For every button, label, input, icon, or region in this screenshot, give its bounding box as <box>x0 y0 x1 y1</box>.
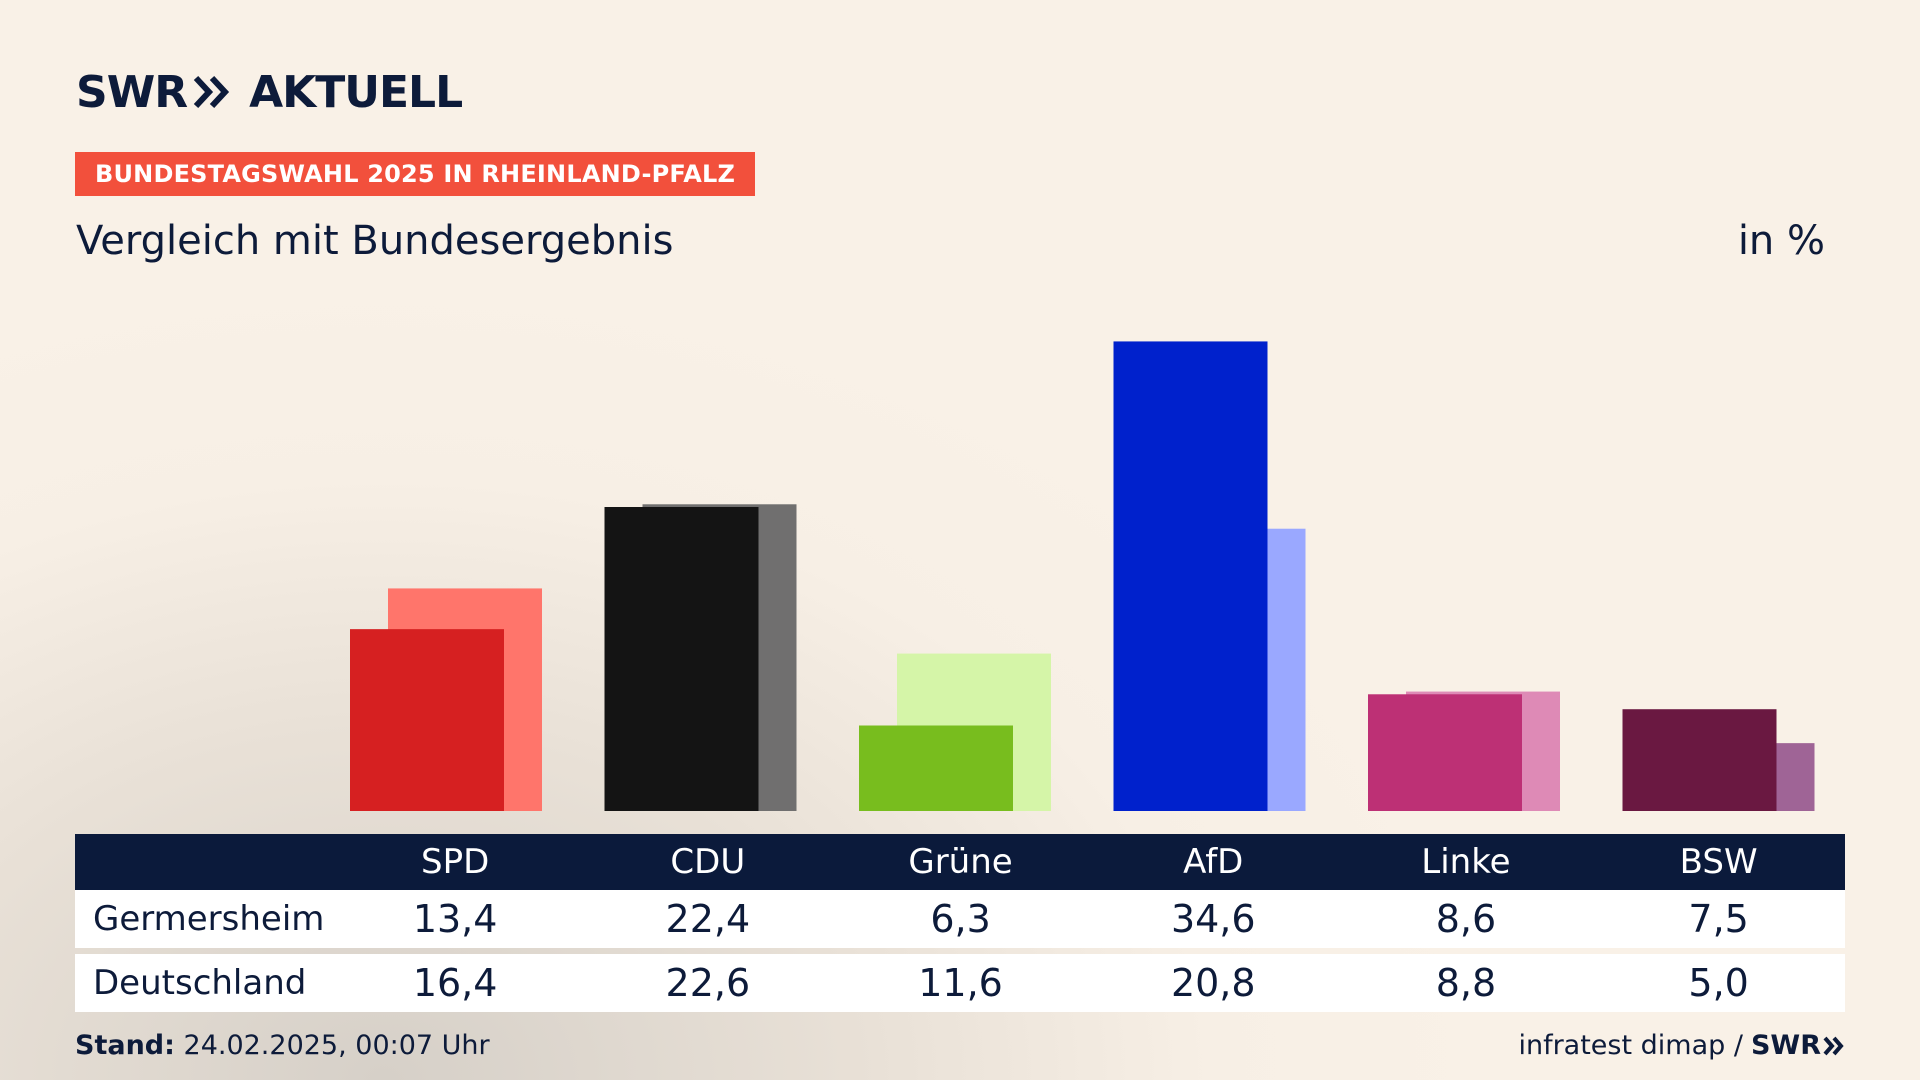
value-cell: 16,4 <box>412 961 498 1005</box>
bar-germersheim-grune <box>859 725 1013 811</box>
swr-small-logo: SWR <box>1751 1030 1845 1061</box>
unit-label: in % <box>1737 218 1825 264</box>
party-header-spd: SPD <box>421 842 490 882</box>
party-header-bsw: BSW <box>1679 842 1758 882</box>
row-label-deutschland: Deutschland <box>93 963 307 1003</box>
timestamp: Stand: 24.02.2025, 00:07 Uhr <box>75 1030 490 1061</box>
bar-germersheim-afd <box>1113 341 1268 811</box>
logo-aktuell-text: AKTUELL <box>249 66 463 118</box>
value-cell: 7,5 <box>1688 897 1749 941</box>
table-row-deutschland: Deutschland 16,4 22,6 11,6 20,8 8,8 5,0 <box>75 954 1845 1012</box>
double-chevron-right-icon <box>193 75 231 109</box>
bar-germersheim-bsw <box>1622 709 1777 811</box>
double-chevron-right-icon <box>1823 1036 1844 1055</box>
source-text: infratest dimap / <box>1518 1030 1743 1061</box>
results-table: SPD CDU Grüne AfD Linke BSW Germersheim … <box>75 834 1845 1012</box>
value-cell: 13,4 <box>412 897 498 941</box>
stand-value: 24.02.2025, 00:07 Uhr <box>183 1030 490 1061</box>
election-tag: BUNDESTAGSWAHL 2025 IN RHEINLAND-PFALZ <box>75 152 756 196</box>
value-cell: 20,8 <box>1170 961 1256 1005</box>
value-cell: 22,6 <box>665 961 751 1005</box>
chart-subtitle: Vergleich mit Bundesergebnis <box>76 218 674 264</box>
party-header-cdu: CDU <box>670 842 746 882</box>
table-header: SPD CDU Grüne AfD Linke BSW <box>75 834 1845 890</box>
swr-aktuell-logo: SWR AKTUELL <box>76 66 463 118</box>
bar-germersheim-cdu <box>604 507 759 811</box>
swr-small-logo-text: SWR <box>1750 1030 1821 1061</box>
bar-germersheim-spd <box>350 629 504 811</box>
value-cell: 8,8 <box>1435 961 1497 1005</box>
value-cell: 8,6 <box>1435 897 1497 941</box>
value-cell: 6,3 <box>930 897 991 941</box>
logo-swr-text: SWR <box>76 66 188 118</box>
value-cell: 11,6 <box>918 961 1003 1005</box>
party-header-gruene: Grüne <box>908 842 1013 882</box>
value-cell: 34,6 <box>1170 897 1256 941</box>
value-cell: 5,0 <box>1688 961 1749 1005</box>
bar-chart <box>350 341 1815 811</box>
table-row-germersheim: Germersheim 13,4 22,4 6,3 34,6 8,6 7,5 <box>75 890 1845 948</box>
value-cell: 22,4 <box>665 897 751 941</box>
bar-germersheim-linke <box>1368 694 1522 811</box>
party-header-afd: AfD <box>1183 842 1244 882</box>
stand-label: Stand: <box>75 1030 175 1061</box>
party-header-linke: Linke <box>1421 842 1511 882</box>
source-credit: infratest dimap / SWR <box>1518 1030 1845 1061</box>
row-label-germersheim: Germersheim <box>93 899 325 939</box>
